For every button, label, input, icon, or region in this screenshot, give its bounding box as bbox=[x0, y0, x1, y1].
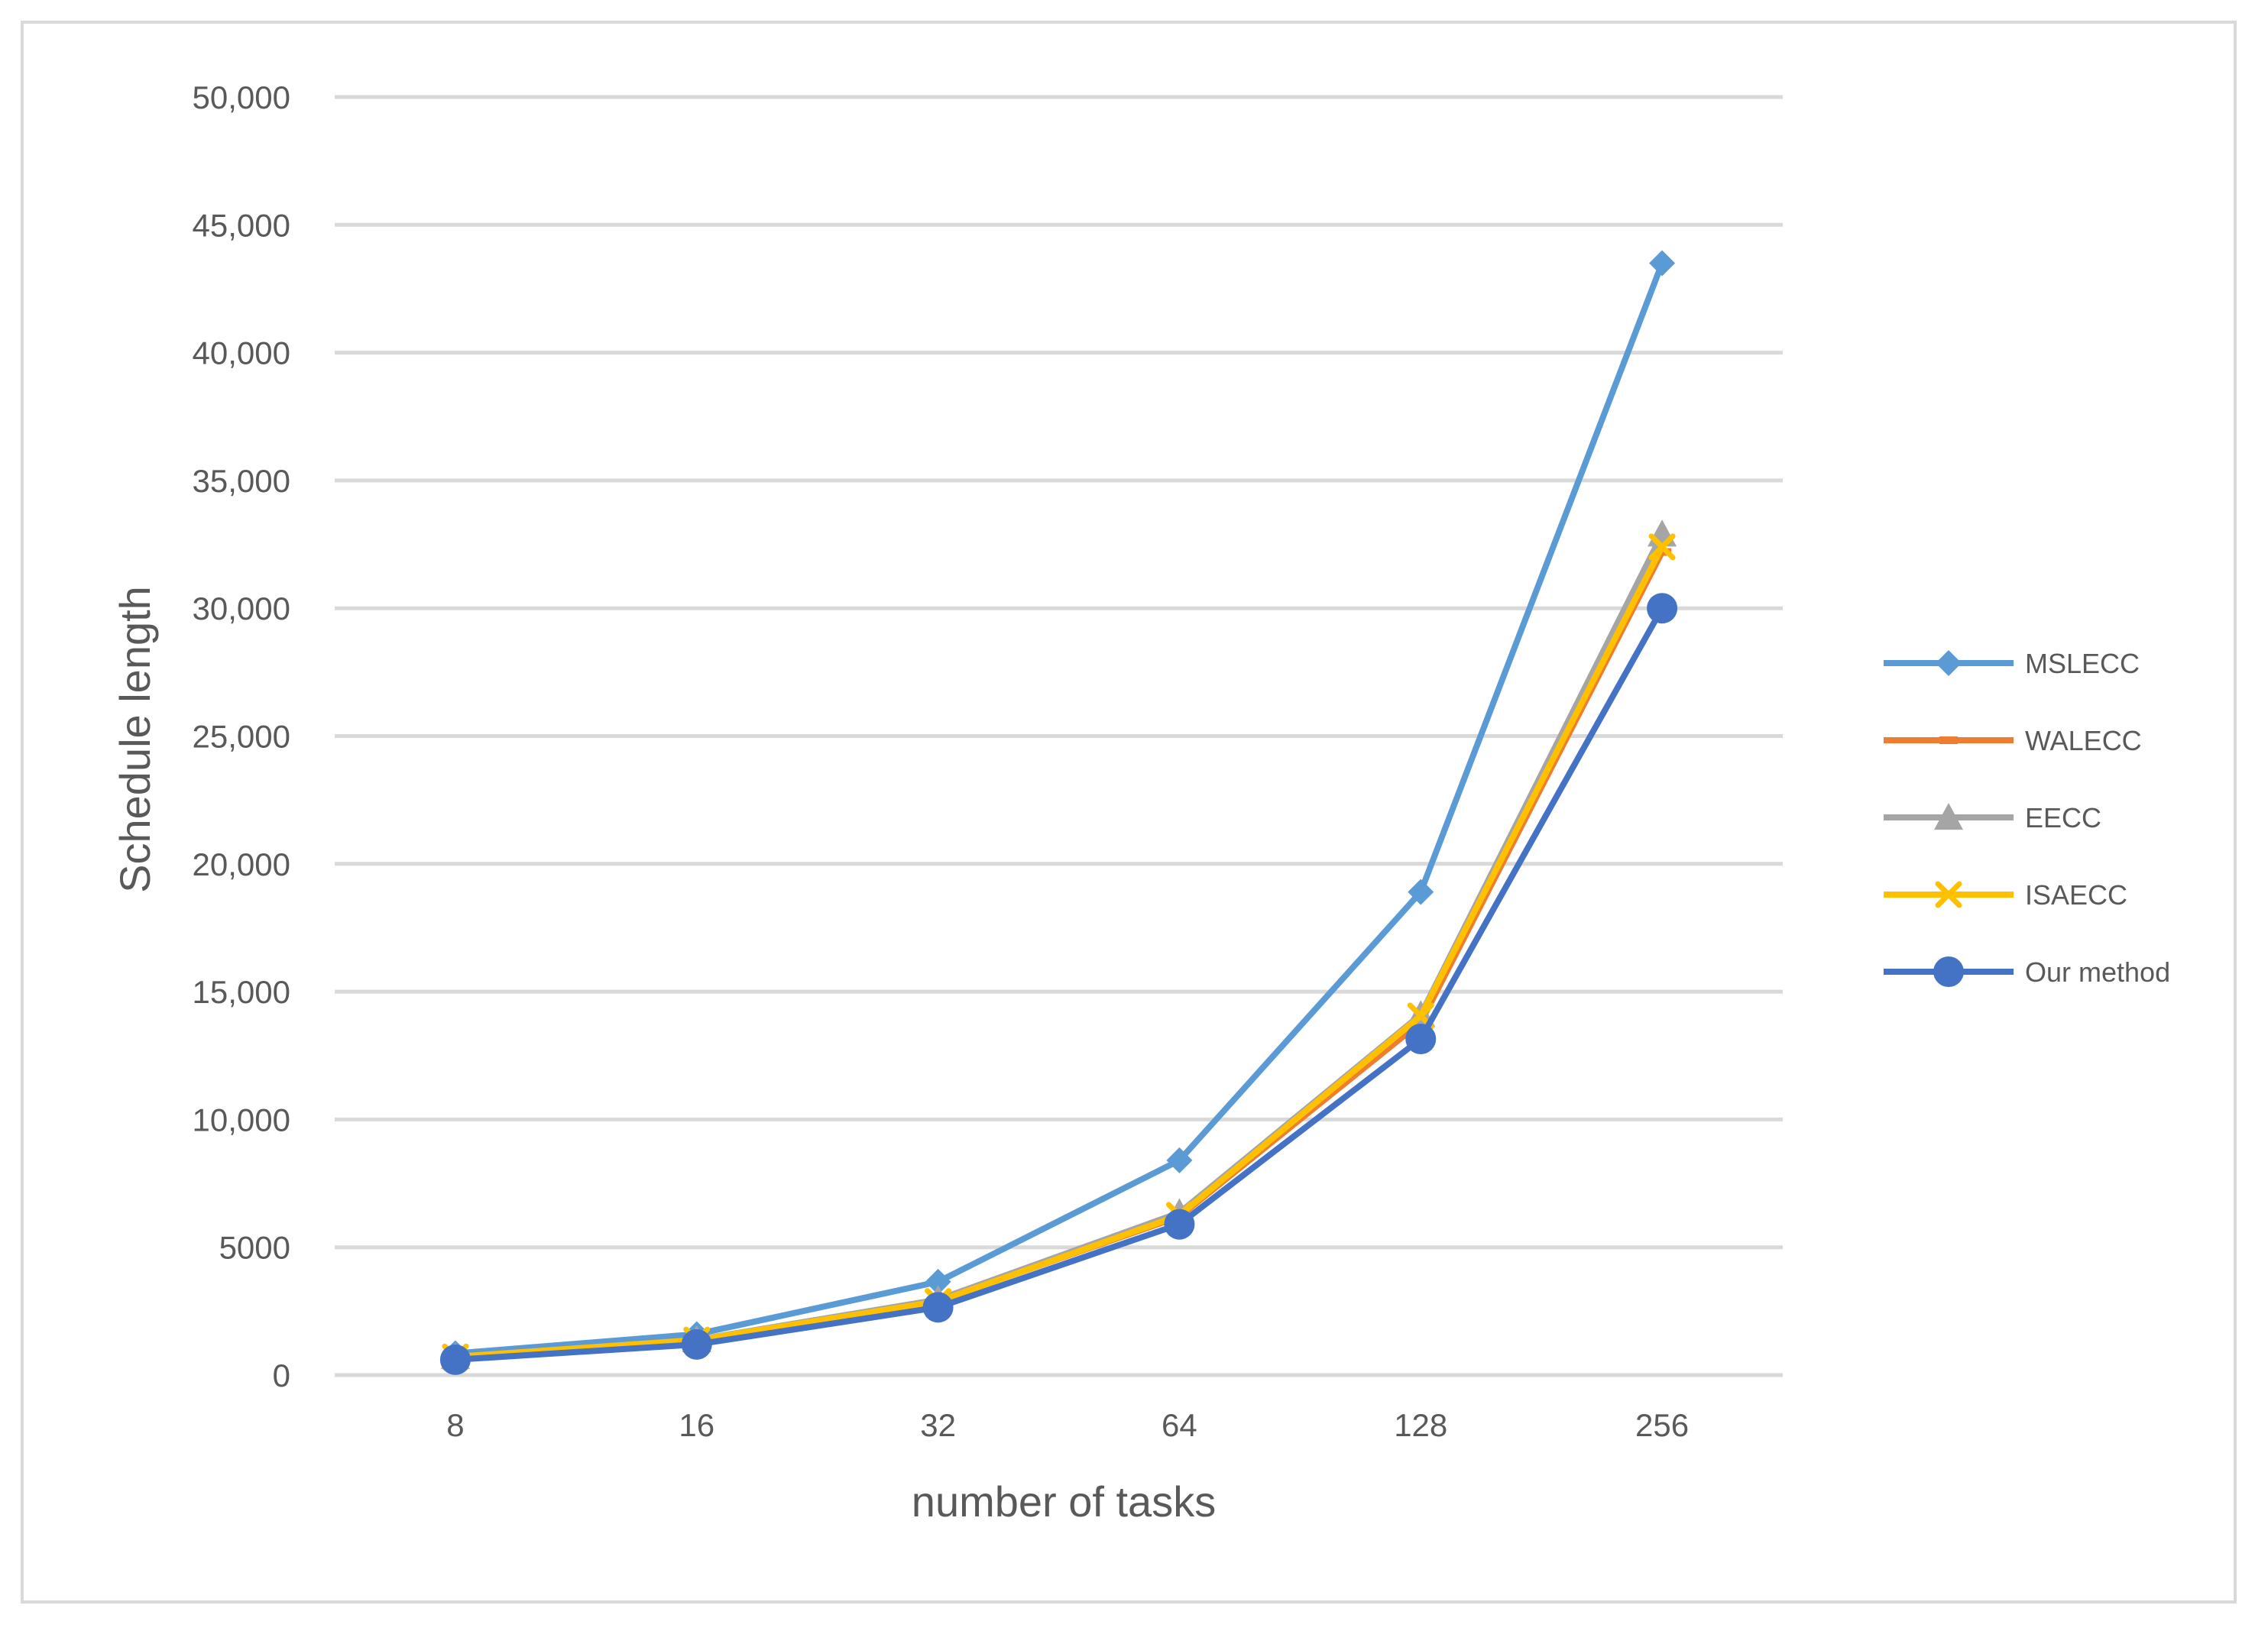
x-tick-label: 16 bbox=[679, 1407, 714, 1443]
legend-item-our-method: Our method bbox=[1884, 956, 2170, 988]
legend-marker bbox=[1934, 803, 1963, 830]
legend: MSLECC WALECC EECC ISAECC Our method bbox=[1884, 648, 2170, 988]
series-line-eecc bbox=[455, 532, 1665, 1360]
legend-marker bbox=[1933, 956, 1964, 987]
y-tick-label: 15,000 bbox=[193, 974, 290, 1010]
data-point-mslecc bbox=[1649, 250, 1676, 277]
x-axis-title: number of tasks bbox=[912, 1477, 1216, 1526]
legend-item-isaecc: ISAECC bbox=[1884, 879, 2127, 911]
y-axis-ticks: 0 5000 10,000 15,000 20,000 25,000 30,000 35,00… bbox=[193, 79, 290, 1393]
x-tick-label: 8 bbox=[446, 1407, 464, 1443]
data-point-our-method bbox=[922, 1292, 954, 1323]
series-eecc bbox=[440, 519, 1677, 1370]
x-tick-label: 32 bbox=[920, 1407, 956, 1443]
legend-marker bbox=[1939, 736, 1958, 744]
y-tick-label: 30,000 bbox=[193, 591, 290, 626]
data-point-our-method bbox=[1647, 593, 1678, 624]
data-point-our-method bbox=[681, 1328, 712, 1360]
y-tick-label: 45,000 bbox=[193, 207, 290, 243]
legend-label: EECC bbox=[2025, 802, 2101, 833]
legend-item-eecc: EECC bbox=[1884, 802, 2101, 833]
data-point-our-method bbox=[1164, 1209, 1195, 1240]
legend-label: ISAECC bbox=[2025, 879, 2127, 911]
series-line-mslecc bbox=[455, 262, 1665, 1357]
data-point-mslecc bbox=[1408, 879, 1434, 905]
chart-frame bbox=[21, 21, 2237, 1603]
data-point-eecc bbox=[1648, 519, 1677, 547]
data-point-our-method bbox=[439, 1344, 471, 1375]
series-line-isaecc bbox=[455, 545, 1665, 1361]
series-isaecc bbox=[442, 533, 1676, 1370]
y-tick-label: 25,000 bbox=[193, 719, 290, 755]
gridlines bbox=[335, 95, 1783, 1377]
series-mslecc bbox=[442, 250, 1676, 1367]
legend-label: Our method bbox=[2025, 956, 2170, 988]
x-axis-ticks: 8 16 32 64 128 256 bbox=[446, 1407, 1689, 1443]
y-tick-label: 5000 bbox=[219, 1230, 290, 1266]
x-tick-label: 128 bbox=[1394, 1407, 1447, 1443]
y-tick-label: 20,000 bbox=[193, 846, 290, 882]
y-tick-label: 50,000 bbox=[193, 79, 290, 115]
series-line-our-method bbox=[455, 607, 1665, 1363]
legend-marker bbox=[1936, 650, 1962, 676]
legend-item-walecc: WALECC bbox=[1884, 725, 2142, 756]
series-our-method bbox=[439, 593, 1678, 1375]
y-tick-label: 35,000 bbox=[193, 463, 290, 499]
y-axis-title: Schedule length bbox=[111, 586, 159, 893]
legend-label: WALECC bbox=[2025, 725, 2142, 756]
series-line-walecc bbox=[455, 550, 1665, 1361]
y-tick-label: 0 bbox=[273, 1358, 290, 1393]
legend-marker bbox=[1935, 881, 1962, 908]
x-tick-label: 64 bbox=[1162, 1407, 1197, 1443]
data-point-isaecc bbox=[1648, 533, 1676, 561]
data-point-mslecc bbox=[1166, 1147, 1193, 1173]
series-lines bbox=[439, 250, 1678, 1375]
legend-item-mslecc: MSLECC bbox=[1884, 648, 2140, 679]
x-tick-label: 256 bbox=[1635, 1407, 1689, 1443]
data-point-mslecc bbox=[925, 1268, 951, 1295]
y-tick-label: 10,000 bbox=[193, 1102, 290, 1137]
series-walecc bbox=[446, 548, 1672, 1361]
legend-label: MSLECC bbox=[2025, 648, 2140, 679]
y-tick-label: 40,000 bbox=[193, 335, 290, 371]
data-point-our-method bbox=[1405, 1024, 1437, 1055]
